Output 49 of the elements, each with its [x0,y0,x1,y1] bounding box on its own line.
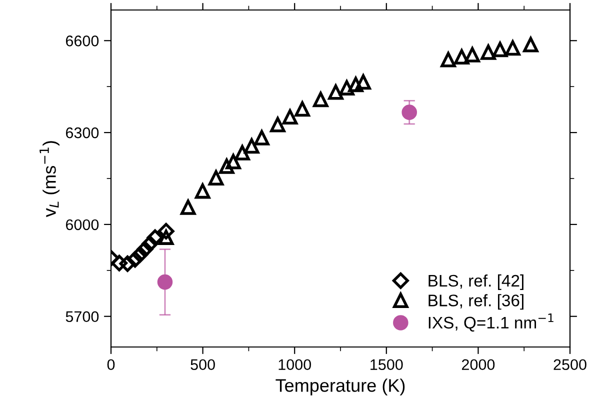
point [505,40,520,56]
point [480,44,496,60]
y-tick-label: 5700 [66,311,99,322]
point [146,229,164,246]
point [270,116,286,132]
point [180,200,196,215]
point [208,170,224,186]
x-tick-label: 2000 [462,359,495,370]
y-tick-label: 6300 [66,127,99,138]
point [158,222,174,240]
point [440,52,456,68]
point [402,104,417,120]
x-tick-label: 1500 [370,359,403,370]
point [523,36,538,52]
point [194,183,210,199]
point [126,251,144,268]
legend-label: IXS, Q=1.1 nm$^{−1}$ [428,314,554,332]
point [132,246,148,263]
point [111,254,128,272]
legend-label: BLS, ref. [36] [428,294,524,310]
point [254,130,270,146]
point [356,74,371,90]
point [339,80,354,96]
point [157,274,173,290]
point [244,138,260,154]
x-tick-label: 0 [107,359,115,370]
y-tick-label: 6000 [66,219,99,230]
point [142,235,158,252]
y-axis-title: v$_{L}$ (ms$^{−1}$) [40,141,60,218]
point [226,154,241,170]
x-tick-label: 2500 [554,359,586,370]
point [348,76,364,92]
point [282,109,298,125]
x-tick-label: 500 [190,359,215,370]
x-tick-label: 1000 [278,359,311,370]
point [492,42,508,58]
point [234,145,250,160]
point [136,241,154,258]
point [158,230,174,245]
y-tick-label: 6600 [66,36,99,46]
point [294,101,310,117]
point [313,92,328,108]
x-axis-title: Temperature (K) [276,378,405,396]
point [464,47,480,62]
point [219,158,234,174]
point [454,49,470,65]
point [119,255,136,272]
legend-label: BLS, ref. [42] [428,274,524,290]
point [328,84,344,100]
